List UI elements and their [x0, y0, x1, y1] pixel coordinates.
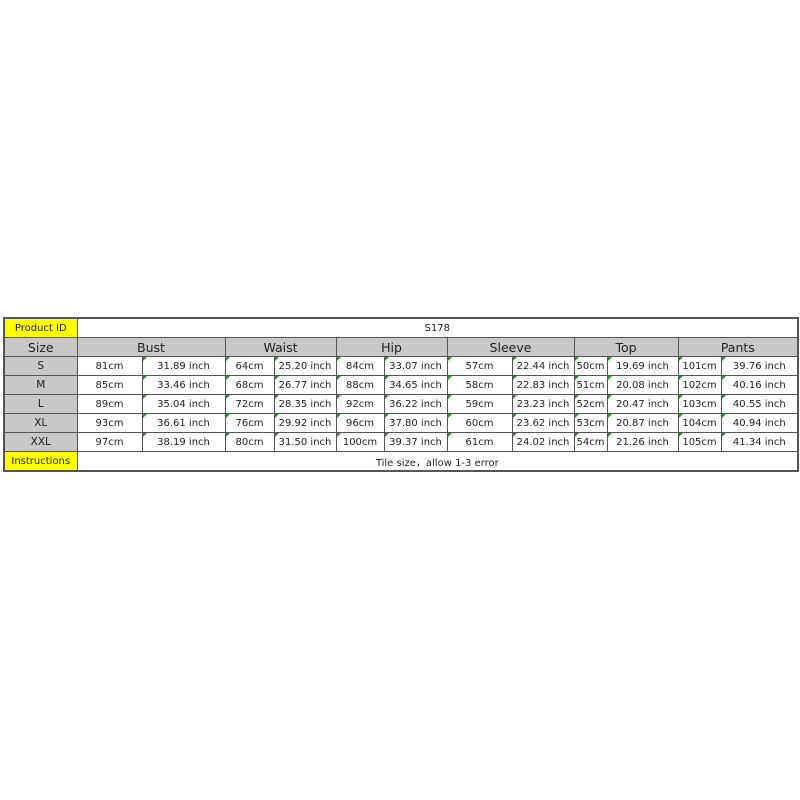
inch-cell: 40.16 inch: [720, 375, 799, 395]
inch-cell: 24.02 inch: [511, 432, 575, 452]
cm-cell: 84cm: [335, 356, 385, 376]
inch-cell: 36.22 inch: [383, 394, 448, 414]
inch-cell: 39.76 inch: [720, 356, 799, 376]
instructions-label: Instructions: [3, 451, 78, 472]
cm-cell: 103cm: [677, 394, 722, 414]
inch-cell: 29.92 inch: [273, 413, 337, 433]
inch-cell: 22.44 inch: [511, 356, 575, 376]
inch-cell: 37.80 inch: [383, 413, 448, 433]
column-header-hip: Hip: [335, 337, 448, 357]
table-row: L 89cm 35.04 inch 72cm 28.35 inch 92cm 36.22 i…: [3, 394, 799, 414]
inch-cell: 20.08 inch: [606, 375, 679, 395]
inch-cell: 41.34 inch: [720, 432, 799, 452]
cm-cell: 64cm: [224, 356, 275, 376]
cm-cell: 81cm: [76, 356, 143, 376]
cm-cell: 88cm: [335, 375, 385, 395]
size-header: Size: [3, 337, 78, 357]
inch-cell: 31.89 inch: [141, 356, 226, 376]
product-id-value: S178: [76, 317, 799, 338]
inch-cell: 23.23 inch: [511, 394, 575, 414]
cm-cell: 105cm: [677, 432, 722, 452]
inch-cell: 23.62 inch: [511, 413, 575, 433]
cm-cell: 50cm: [573, 356, 608, 376]
cm-cell: 104cm: [677, 413, 722, 433]
inch-cell: 35.04 inch: [141, 394, 226, 414]
size-cell: S: [3, 356, 78, 376]
cm-cell: 80cm: [224, 432, 275, 452]
cm-cell: 51cm: [573, 375, 608, 395]
cm-cell: 57cm: [446, 356, 513, 376]
column-header-top: Top: [573, 337, 679, 357]
size-cell: XL: [3, 413, 78, 433]
cm-cell: 54cm: [573, 432, 608, 452]
inch-cell: 34.65 inch: [383, 375, 448, 395]
table-row: XXL 97cm 38.19 inch 80cm 31.50 inch 100cm 39.3…: [3, 432, 799, 452]
inch-cell: 21.26 inch: [606, 432, 679, 452]
cm-cell: 52cm: [573, 394, 608, 414]
cm-cell: 59cm: [446, 394, 513, 414]
cm-cell: 102cm: [677, 375, 722, 395]
cm-cell: 100cm: [335, 432, 385, 452]
inch-cell: 36.61 inch: [141, 413, 226, 433]
cm-cell: 93cm: [76, 413, 143, 433]
size-cell: M: [3, 375, 78, 395]
cm-cell: 72cm: [224, 394, 275, 414]
cm-cell: 60cm: [446, 413, 513, 433]
cm-cell: 85cm: [76, 375, 143, 395]
product-id-label: Product ID: [3, 317, 78, 338]
product-id-row: Product ID S178: [3, 317, 799, 338]
inch-cell: 38.19 inch: [141, 432, 226, 452]
inch-cell: 20.47 inch: [606, 394, 679, 414]
cm-cell: 61cm: [446, 432, 513, 452]
column-header-pants: Pants: [677, 337, 799, 357]
inch-cell: 33.07 inch: [383, 356, 448, 376]
column-header-waist: Waist: [224, 337, 337, 357]
cm-cell: 101cm: [677, 356, 722, 376]
size-chart-table: Product ID S178 Size Bust Waist Hip Sleeve T…: [3, 317, 800, 472]
cm-cell: 92cm: [335, 394, 385, 414]
cm-cell: 58cm: [446, 375, 513, 395]
cm-cell: 76cm: [224, 413, 275, 433]
inch-cell: 22.83 inch: [511, 375, 575, 395]
inch-cell: 39.37 inch: [383, 432, 448, 452]
cm-cell: 97cm: [76, 432, 143, 452]
table-row: XL 93cm 36.61 inch 76cm 29.92 inch 96cm 37.80 …: [3, 413, 799, 433]
table-row: S 81cm 31.89 inch 64cm 25.20 inch 84cm 33.07 i…: [3, 356, 799, 376]
inch-cell: 19.69 inch: [606, 356, 679, 376]
header-row: Size Bust Waist Hip Sleeve Top Pants: [3, 337, 799, 357]
cm-cell: 96cm: [335, 413, 385, 433]
inch-cell: 31.50 inch: [273, 432, 337, 452]
column-header-bust: Bust: [76, 337, 226, 357]
table-row: M 85cm 33.46 inch 68cm 26.77 inch 88cm 34.65 i…: [3, 375, 799, 395]
inch-cell: 40.55 inch: [720, 394, 799, 414]
cm-cell: 53cm: [573, 413, 608, 433]
instructions-value: Tile size，allow 1-3 error: [76, 451, 799, 472]
inch-cell: 25.20 inch: [273, 356, 337, 376]
inch-cell: 33.46 inch: [141, 375, 226, 395]
cm-cell: 89cm: [76, 394, 143, 414]
inch-cell: 40.94 inch: [720, 413, 799, 433]
instructions-row: Instructions Tile size，allow 1-3 error: [3, 451, 799, 472]
inch-cell: 20.87 inch: [606, 413, 679, 433]
inch-cell: 26.77 inch: [273, 375, 337, 395]
inch-cell: 28.35 inch: [273, 394, 337, 414]
cm-cell: 68cm: [224, 375, 275, 395]
size-cell: XXL: [3, 432, 78, 452]
column-header-sleeve: Sleeve: [446, 337, 575, 357]
size-cell: L: [3, 394, 78, 414]
